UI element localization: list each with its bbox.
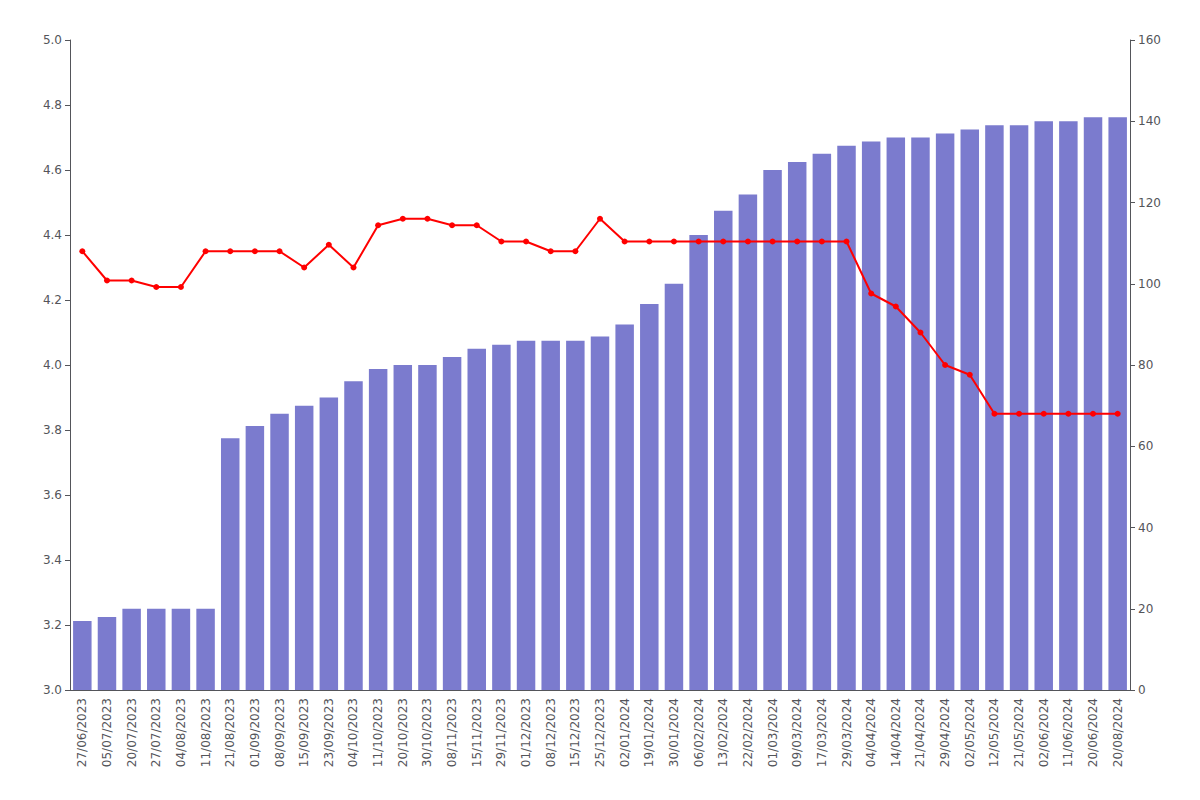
svg-text:160: 160 — [1138, 33, 1161, 47]
svg-text:21/05/2024: 21/05/2024 — [1012, 698, 1026, 767]
svg-text:3.4: 3.4 — [43, 553, 62, 567]
svg-text:08/11/2023: 08/11/2023 — [445, 698, 459, 767]
svg-text:30/10/2023: 30/10/2023 — [420, 698, 434, 767]
svg-text:5.0: 5.0 — [43, 33, 62, 47]
svg-text:01/03/2024: 01/03/2024 — [766, 698, 780, 767]
svg-text:29/11/2023: 29/11/2023 — [494, 698, 508, 767]
svg-text:20/08/2024: 20/08/2024 — [1111, 698, 1125, 767]
svg-text:23/09/2023: 23/09/2023 — [322, 698, 336, 767]
svg-text:01/12/2023: 01/12/2023 — [519, 698, 533, 767]
svg-text:11/08/2023: 11/08/2023 — [199, 698, 213, 767]
svg-text:05/07/2023: 05/07/2023 — [100, 698, 114, 767]
svg-text:30/01/2024: 30/01/2024 — [667, 698, 681, 767]
svg-text:04/10/2023: 04/10/2023 — [346, 698, 360, 767]
svg-text:80: 80 — [1138, 358, 1153, 372]
svg-text:4.6: 4.6 — [43, 163, 62, 177]
svg-text:4.8: 4.8 — [43, 98, 62, 112]
svg-text:15/11/2023: 15/11/2023 — [470, 698, 484, 767]
svg-text:60: 60 — [1138, 439, 1153, 453]
svg-text:01/09/2023: 01/09/2023 — [248, 698, 262, 767]
svg-text:08/12/2023: 08/12/2023 — [544, 698, 558, 767]
svg-text:3.6: 3.6 — [43, 488, 62, 502]
svg-text:04/04/2024: 04/04/2024 — [864, 698, 878, 767]
svg-text:4.4: 4.4 — [43, 228, 62, 242]
svg-text:11/10/2023: 11/10/2023 — [371, 698, 385, 767]
svg-text:02/06/2024: 02/06/2024 — [1037, 698, 1051, 767]
svg-text:25/12/2023: 25/12/2023 — [593, 698, 607, 767]
svg-text:20: 20 — [1138, 602, 1153, 616]
svg-text:22/02/2024: 22/02/2024 — [741, 698, 755, 767]
svg-text:20/06/2024: 20/06/2024 — [1086, 698, 1100, 767]
svg-text:02/01/2024: 02/01/2024 — [618, 698, 632, 767]
svg-text:40: 40 — [1138, 521, 1153, 535]
svg-text:09/03/2024: 09/03/2024 — [790, 698, 804, 767]
svg-text:29/04/2024: 29/04/2024 — [938, 698, 952, 767]
svg-text:27/07/2023: 27/07/2023 — [149, 698, 163, 767]
svg-text:12/05/2024: 12/05/2024 — [987, 698, 1001, 767]
svg-text:15/12/2023: 15/12/2023 — [568, 698, 582, 767]
svg-text:21/08/2023: 21/08/2023 — [223, 698, 237, 767]
svg-text:06/02/2024: 06/02/2024 — [692, 698, 706, 767]
svg-text:29/03/2024: 29/03/2024 — [840, 698, 854, 767]
svg-text:20/07/2023: 20/07/2023 — [125, 698, 139, 767]
svg-text:15/09/2023: 15/09/2023 — [297, 698, 311, 767]
svg-text:04/08/2023: 04/08/2023 — [174, 698, 188, 767]
svg-text:17/03/2024: 17/03/2024 — [815, 698, 829, 767]
svg-text:120: 120 — [1138, 196, 1161, 210]
svg-text:20/10/2023: 20/10/2023 — [396, 698, 410, 767]
svg-text:14/04/2024: 14/04/2024 — [889, 698, 903, 767]
svg-text:13/02/2024: 13/02/2024 — [716, 698, 730, 767]
svg-text:140: 140 — [1138, 114, 1161, 128]
svg-text:3.0: 3.0 — [43, 683, 62, 697]
svg-text:4.2: 4.2 — [43, 293, 62, 307]
svg-text:02/05/2024: 02/05/2024 — [963, 698, 977, 767]
svg-text:3.2: 3.2 — [43, 618, 62, 632]
svg-text:11/06/2024: 11/06/2024 — [1061, 698, 1075, 767]
svg-text:3.8: 3.8 — [43, 423, 62, 437]
svg-text:19/01/2024: 19/01/2024 — [642, 698, 656, 767]
svg-text:27/06/2023: 27/06/2023 — [75, 698, 89, 767]
svg-text:0: 0 — [1138, 683, 1146, 697]
svg-text:21/04/2024: 21/04/2024 — [913, 698, 927, 767]
svg-text:4.0: 4.0 — [43, 358, 62, 372]
svg-text:08/09/2023: 08/09/2023 — [273, 698, 287, 767]
svg-text:100: 100 — [1138, 277, 1161, 291]
